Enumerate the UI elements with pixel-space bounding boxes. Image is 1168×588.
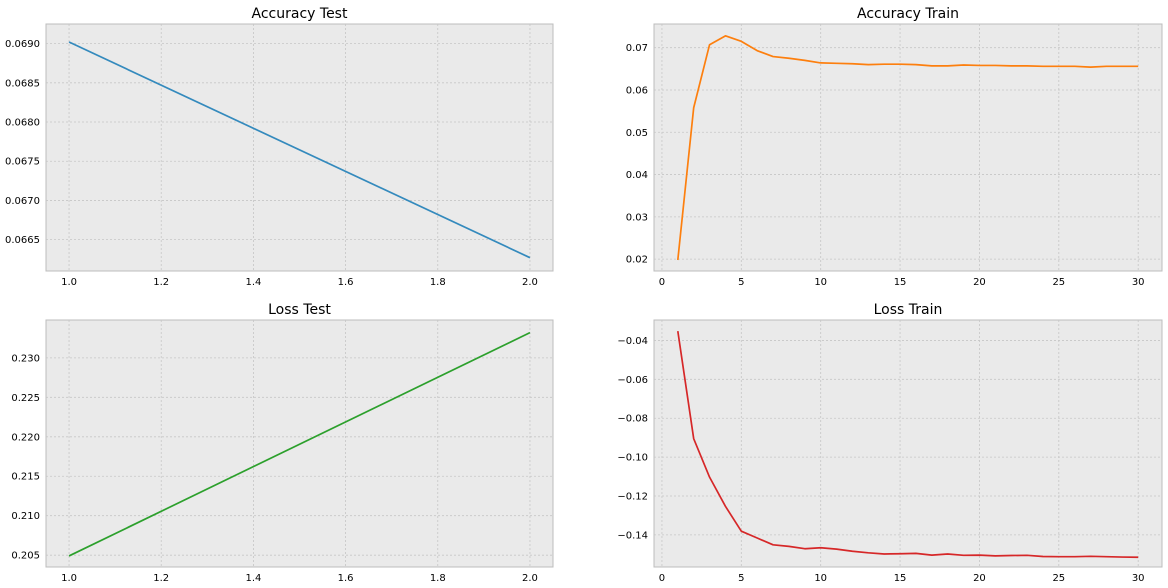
y-tick-label: −0.10 — [617, 453, 648, 464]
y-tick-label: −0.12 — [617, 492, 648, 503]
x-tick-label: 1.4 — [245, 573, 261, 584]
y-tick-label: −0.08 — [617, 414, 648, 425]
x-tick-label: 5 — [738, 277, 744, 288]
x-tick-label: 2.0 — [522, 277, 538, 288]
plot-area — [45, 23, 554, 272]
y-tick-label: 0.02 — [626, 255, 648, 266]
x-tick-label: 1.8 — [430, 573, 446, 584]
x-tick-label: 30 — [1132, 573, 1145, 584]
y-tick-label: 0.0675 — [5, 157, 40, 168]
y-tick-label: 0.03 — [626, 212, 648, 223]
x-tick-label: 10 — [814, 277, 827, 288]
x-tick-label: 2.0 — [522, 573, 538, 584]
chart-acc-test: 1.0 1.2 1.4 1.6 1.8 2.0 0.0665 0.0670 0.0675 0.06… — [5, 6, 554, 288]
x-tick-label: 25 — [1052, 573, 1065, 584]
y-tick-label: 0.04 — [626, 170, 648, 181]
plot-area — [653, 319, 1163, 568]
y-tick-label: 0.07 — [626, 43, 648, 54]
series-line-loss-train-0 — [676, 330, 1139, 559]
x-tick-label: 15 — [894, 573, 907, 584]
y-tick-label: 0.0670 — [5, 196, 40, 207]
x-tick-label: 20 — [973, 277, 986, 288]
series-line-loss-test-0 — [68, 331, 531, 557]
y-tick-label: −0.14 — [617, 530, 648, 541]
chart-loss-test: 1.0 1.2 1.4 1.6 1.8 2.0 0.205 0.210 0.215 0.220 0.… — [11, 302, 554, 584]
x-tick-label: 0 — [659, 573, 665, 584]
x-tick-label: 1.0 — [61, 277, 77, 288]
x-tick-label: 5 — [738, 573, 744, 584]
y-tick-label: 0.210 — [11, 511, 40, 522]
y-tick-label: 0.215 — [11, 472, 40, 483]
x-tick-label: 1.0 — [61, 573, 77, 584]
x-tick-label: 20 — [973, 573, 986, 584]
y-tick-label: 0.225 — [11, 393, 40, 404]
x-tick-label: 1.6 — [338, 277, 354, 288]
series-line-acc-train-0 — [676, 34, 1139, 261]
y-tick-label: 0.220 — [11, 432, 40, 443]
x-tick-label: 1.2 — [153, 573, 169, 584]
chart-title: Loss Train — [874, 302, 943, 318]
y-tick-label: −0.04 — [617, 336, 648, 347]
chart-title: Loss Test — [268, 302, 331, 318]
y-tick-label: 0.06 — [626, 85, 648, 96]
y-tick-label: 0.05 — [626, 128, 648, 139]
y-tick-label: 0.0685 — [5, 78, 40, 89]
y-tick-label: 0.205 — [11, 551, 40, 562]
x-tick-label: 1.2 — [153, 277, 169, 288]
x-tick-label: 30 — [1132, 277, 1145, 288]
x-tick-label: 1.8 — [430, 277, 446, 288]
x-tick-label: 15 — [894, 277, 907, 288]
plot-area — [653, 23, 1163, 272]
y-tick-label: 0.0690 — [5, 39, 40, 50]
chart-title: Accuracy Test — [252, 6, 348, 22]
y-tick-label: 0.230 — [11, 353, 40, 364]
x-tick-label: 25 — [1052, 277, 1065, 288]
y-tick-label: 0.0680 — [5, 118, 40, 129]
series-line-acc-test-0 — [68, 41, 531, 259]
chart-acc-train: 0 5 10 15 20 25 30 0.02 0.03 0.04 0.05 0.06 0.07 Accu… — [626, 6, 1163, 288]
x-tick-label: 10 — [814, 573, 827, 584]
x-tick-label: 0 — [659, 277, 665, 288]
y-tick-label: 0.0665 — [5, 235, 40, 246]
x-tick-label: 1.6 — [338, 573, 354, 584]
y-tick-label: −0.06 — [617, 375, 648, 386]
x-tick-label: 1.4 — [245, 277, 261, 288]
chart-loss-train: 0 5 10 15 20 25 30 −0.14 −0.12 −0.10 −0.08 −0.06 −0.… — [617, 302, 1163, 584]
chart-title: Accuracy Train — [857, 6, 959, 22]
